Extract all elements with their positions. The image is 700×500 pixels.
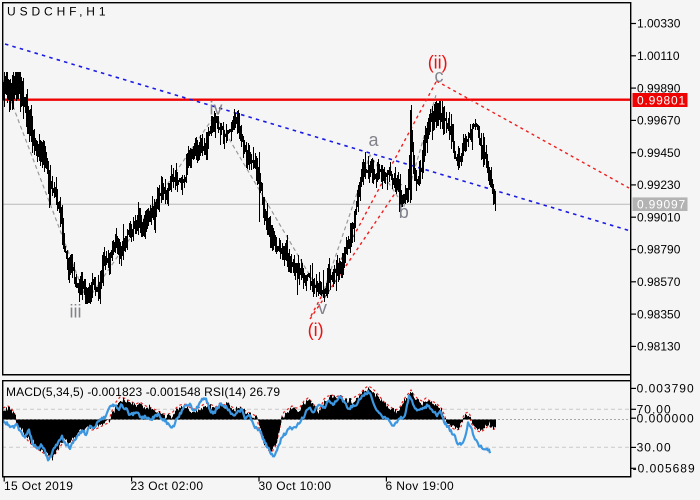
svg-text:70.00: 70.00 xyxy=(637,403,672,417)
svg-text:0.98570: 0.98570 xyxy=(637,275,681,289)
svg-text:a: a xyxy=(368,130,379,150)
svg-text:0.99450: 0.99450 xyxy=(637,146,681,160)
svg-text:0.98350: 0.98350 xyxy=(637,307,681,321)
svg-text:MACD(5,34,5) -0.001823 -0.0015: MACD(5,34,5) -0.001823 -0.001548 RSI(14)… xyxy=(6,385,280,399)
svg-text:1.00330: 1.00330 xyxy=(637,17,681,31)
svg-text:0.99010: 0.99010 xyxy=(637,210,681,224)
svg-text:0.99097: 0.99097 xyxy=(637,198,686,212)
svg-text:30.00: 30.00 xyxy=(637,441,672,455)
svg-text:USDCHF,H1: USDCHF,H1 xyxy=(7,4,109,18)
svg-text:b: b xyxy=(399,202,409,222)
svg-text:0.003790: 0.003790 xyxy=(637,382,695,396)
svg-text:(i): (i) xyxy=(308,320,324,340)
svg-text:(ii): (ii) xyxy=(428,53,448,73)
svg-text:0.99801: 0.99801 xyxy=(637,93,686,107)
svg-text:0.99890: 0.99890 xyxy=(637,81,681,95)
svg-text:iii: iii xyxy=(70,302,82,322)
svg-text:0.99230: 0.99230 xyxy=(637,178,681,192)
svg-text:0.000000: 0.000000 xyxy=(637,411,695,425)
svg-text:-0.005689: -0.005689 xyxy=(633,462,696,476)
svg-text:6 Nov 19:00: 6 Nov 19:00 xyxy=(386,479,455,493)
svg-text:0.98130: 0.98130 xyxy=(637,340,681,354)
svg-text:23 Oct 02:00: 23 Oct 02:00 xyxy=(131,479,204,493)
svg-text:0.99670: 0.99670 xyxy=(637,114,681,128)
svg-text:15 Oct 2019: 15 Oct 2019 xyxy=(4,479,73,493)
svg-text:1.00110: 1.00110 xyxy=(637,49,680,63)
svg-text:0.98790: 0.98790 xyxy=(637,243,681,257)
svg-text:v: v xyxy=(318,298,327,318)
svg-text:iv: iv xyxy=(210,99,223,119)
svg-text:30 Oct 10:00: 30 Oct 10:00 xyxy=(259,479,332,493)
svg-text:c: c xyxy=(435,66,444,86)
